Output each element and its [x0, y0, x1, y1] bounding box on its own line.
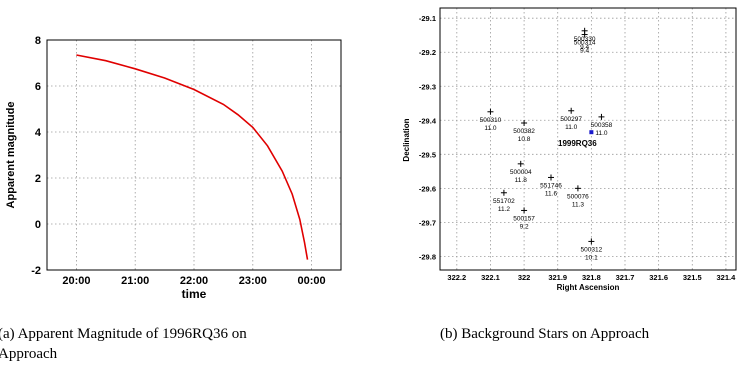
panel-b-y-axis-label: Declination [402, 118, 411, 161]
star-id-label: 500314 [574, 40, 596, 47]
panel-b-y-tick: -29.2 [419, 48, 436, 57]
star-magnitude-label: 11.6 [545, 190, 558, 197]
star-id-label: 500157 [513, 215, 535, 222]
target-label: 1999RQ36 [558, 139, 597, 148]
star-id-label: 500297 [560, 116, 582, 123]
panel-b-x-tick: 321.9 [548, 273, 567, 282]
panel-b-y-tick: -29.4 [419, 116, 437, 125]
star-id-label: 500310 [480, 117, 502, 124]
caption-b: (b) Background Stars on Approach [440, 326, 650, 342]
star-id-label: 500312 [581, 246, 603, 253]
panel-a-x-tick: 21:00 [121, 275, 149, 287]
panel-a-plot-frame [46, 39, 342, 271]
panel-a-y-tick: 6 [35, 81, 41, 93]
star-magnitude-label: 10.8 [518, 136, 531, 143]
panel-b-x-tick: 322 [518, 273, 531, 282]
panel-b-y-tick: -29.8 [419, 252, 436, 261]
panel-b-x-tick: 321.5 [683, 273, 702, 282]
panel-b-star-chart: 5003309.45003149.450031011.050029711.050… [402, 7, 737, 292]
panel-b-x-tick: 321.4 [717, 273, 737, 282]
panel-a-magnitude-chart: 20:00 21:00 22:00 23:00 00:00 -2 0 2 4 6 8 time A… [5, 35, 342, 301]
panel-a-x-tick: 22:00 [180, 275, 208, 287]
panel-a-x-tick: 00:00 [298, 275, 326, 287]
panel-b-x-tick: 322.1 [481, 273, 500, 282]
panel-b-y-tick: -29.5 [419, 150, 436, 159]
star-id-label: 500004 [510, 169, 532, 176]
star-id-label: 551746 [540, 182, 562, 189]
panel-a-x-tick: 23:00 [239, 275, 267, 287]
panel-b-y-tick: -29.6 [419, 184, 436, 193]
panel-b-y-tick: -29.7 [419, 218, 436, 227]
star-magnitude-label: 9.4 [580, 44, 589, 51]
panel-a-y-tick: 8 [35, 35, 41, 47]
panel-a-y-tick: 2 [35, 173, 41, 185]
panel-b-y-tick: -29.3 [419, 82, 436, 91]
star-id-label: 500076 [567, 193, 589, 200]
panel-b-x-tick: 321.7 [616, 273, 635, 282]
panel-a-x-axis-label: time [182, 287, 207, 301]
panel-a-y-tick-labels: -2 0 2 4 6 8 [31, 35, 42, 277]
star-magnitude-label: 11.0 [595, 130, 608, 137]
panel-a-y-tick: -2 [31, 265, 41, 277]
panel-b-x-tick: 322.2 [447, 273, 466, 282]
magnitude-curve [76, 54, 309, 260]
target-marker [589, 130, 594, 135]
star-magnitude-label: 10.1 [585, 254, 598, 261]
panel-b-x-axis-label: Right Ascension [557, 283, 620, 292]
caption-a-line-1: (a) Apparent Magnitude of 1996RQ36 on [0, 326, 247, 342]
panel-a-x-tick-labels: 20:00 21:00 22:00 23:00 00:00 [62, 275, 325, 287]
panel-b-x-tick: 321.6 [649, 273, 668, 282]
panel-b-x-tick: 321.8 [582, 273, 601, 282]
background-stars: 5003309.45003149.450031011.050029711.050… [480, 27, 613, 261]
star-magnitude-label: 11.2 [498, 206, 511, 213]
panel-a-y-tick: 4 [35, 127, 42, 139]
panel-b-y-tick-labels: -29.1 -29.2 -29.3 -29.4 -29.5 -29.6 -29.7 -29.8 [419, 14, 437, 261]
panel-b-grid [440, 8, 736, 270]
panel-a-y-tick: 0 [35, 219, 41, 231]
panel-a-grid [47, 40, 341, 270]
star-magnitude-label: 11.3 [572, 201, 585, 208]
star-magnitude-label: 9.4 [580, 48, 589, 55]
star-id-label: 500382 [513, 128, 535, 135]
star-magnitude-label: 11.0 [565, 124, 578, 131]
star-id-label: 551702 [493, 198, 515, 205]
caption-a-line-2: Approach [0, 346, 58, 362]
panel-b-plot-frame [439, 7, 737, 271]
star-id-label: 500330 [574, 36, 596, 43]
star-id-label: 500358 [591, 122, 613, 129]
star-magnitude-label: 11.0 [484, 125, 497, 132]
panel-a-y-axis-label: Apparent magnitude [5, 102, 17, 209]
star-magnitude-label: 9.2 [520, 223, 529, 230]
star-magnitude-label: 11.8 [515, 177, 528, 184]
panel-b-y-tick: -29.1 [419, 14, 436, 23]
panel-a-x-tick: 20:00 [62, 275, 90, 287]
panel-b-x-tick-labels: 322.2 322.1 322 321.9 321.8 321.7 321.6 321.5 32… [447, 273, 736, 282]
